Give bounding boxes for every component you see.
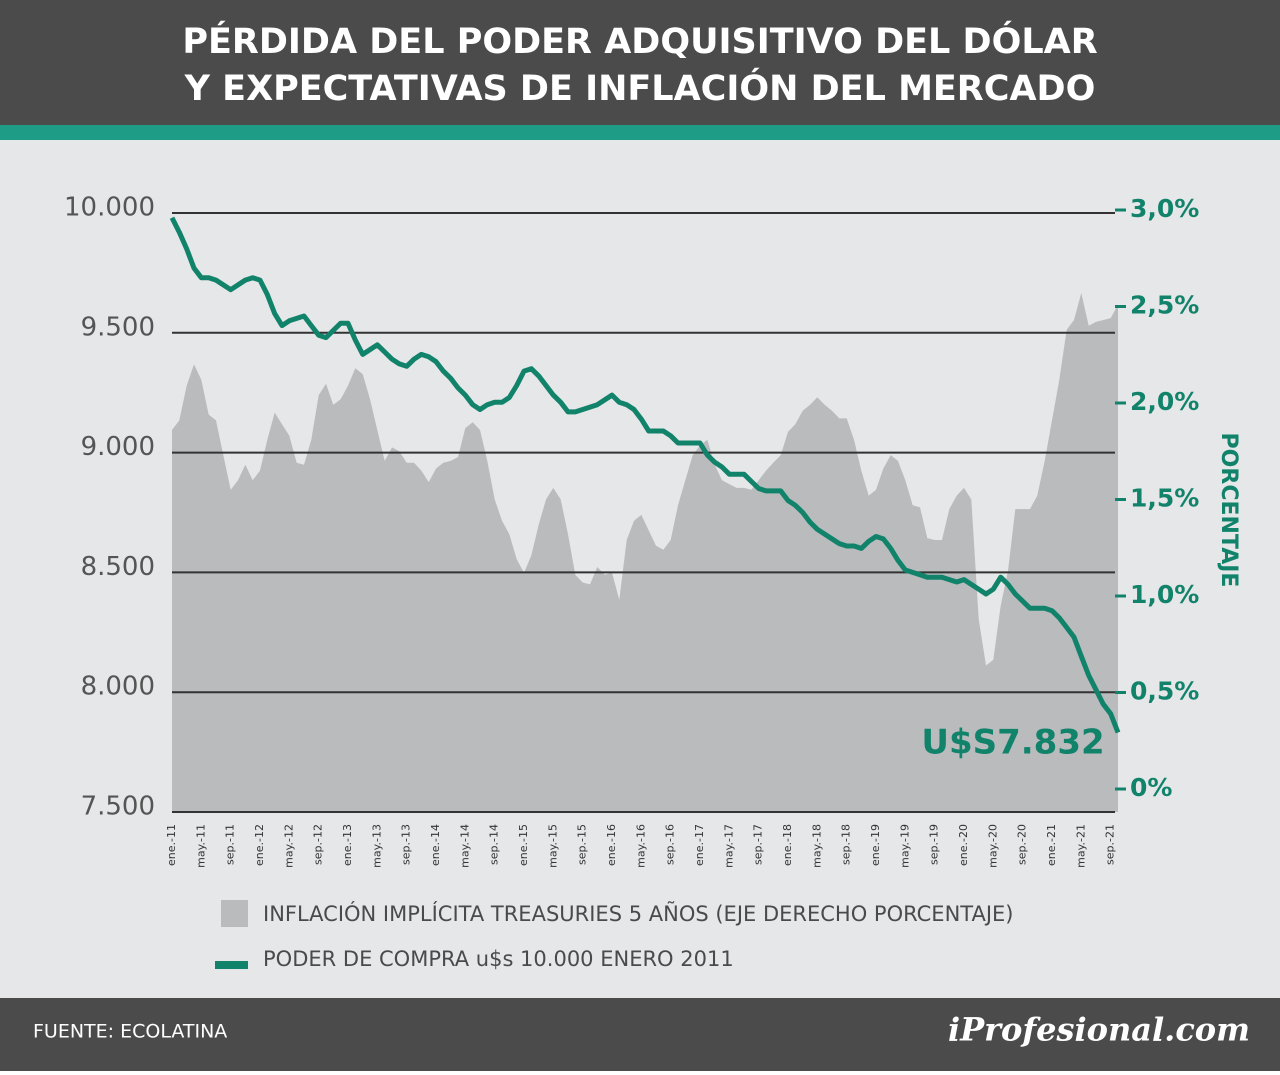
- chart-title: Y EXPECTATIVAS DE INFLACIÓN DEL MERCADO: [184, 67, 1096, 109]
- x-tick-label: ene.-13: [341, 824, 354, 866]
- x-tick-label: ene.-17: [693, 824, 706, 866]
- x-tick-label: may.-15: [546, 824, 559, 868]
- source: FUENTE: ECOLATINA: [33, 1021, 227, 1043]
- x-tick-label: sep.-11: [224, 824, 237, 865]
- x-tick-label: sep.-13: [400, 824, 413, 865]
- footer-bar: [0, 998, 1280, 1071]
- y2-tick-label: 1,0%: [1130, 580, 1199, 609]
- line: [169, 216, 1121, 734]
- x-tick-label: may.-12: [282, 824, 295, 868]
- x-tick-label: ene.-16: [605, 824, 618, 866]
- accent-strip: [0, 125, 1280, 140]
- legend-swatch: [215, 961, 248, 969]
- x-tick-label: may.-18: [810, 824, 823, 868]
- title-bar: [0, 0, 1280, 125]
- x-tick-label: may.-21: [1074, 824, 1087, 868]
- area: [172, 293, 1118, 812]
- x-tick-label: may.-20: [986, 824, 999, 868]
- x-tick-label: ene.-20: [957, 824, 970, 866]
- y-tick-label: 8.500: [81, 552, 155, 582]
- x-tick-label: ene.-11: [165, 824, 178, 866]
- x-tick-label: sep.-21: [1104, 824, 1117, 865]
- plot: 7.500 8.000 8.500 9.000 9.500 10.000 0% 0,5% 1,0…: [64, 193, 1199, 868]
- y-tick-label: 7.500: [81, 792, 155, 822]
- y2-tick-label: 0,5%: [1130, 677, 1199, 706]
- x-tick-label: may.-11: [194, 824, 207, 868]
- x-tick-label: ene.-12: [253, 824, 266, 866]
- x-tick-label: may.-13: [370, 824, 383, 868]
- x-tick-label: sep.-17: [752, 824, 765, 865]
- x-tick-label: ene.-21: [1045, 824, 1058, 866]
- y-tick-label: 10.000: [64, 193, 155, 223]
- x-tick-label: sep.-20: [1016, 824, 1029, 865]
- x-tick-label: may.-19: [898, 824, 911, 868]
- legend-label: PODER DE COMPRA u$s 10.000 ENERO 2011: [263, 947, 734, 971]
- annotation: U$S7.832: [921, 723, 1104, 763]
- y2-axis-label: PORCENTAJE: [1216, 433, 1241, 588]
- y-tick-label: 8.000: [81, 672, 155, 702]
- x-tick-label: sep.-19: [928, 824, 941, 865]
- x-tick-label: sep.-15: [576, 824, 589, 865]
- y-tick-label: 9.000: [81, 432, 155, 462]
- x-tick-label: ene.-14: [429, 824, 442, 866]
- legend-swatch: [221, 900, 248, 927]
- x-tick-label: may.-16: [634, 824, 647, 868]
- y2-tick-label: 1,5%: [1130, 484, 1199, 513]
- y-tick-label: 9.500: [81, 312, 155, 342]
- x-tick-label: ene.-15: [517, 824, 530, 866]
- legend-label: INFLACIÓN IMPLÍCITA TREASURIES 5 AÑOS (E…: [263, 900, 1014, 926]
- y2-tick-label: 3,0%: [1130, 194, 1199, 223]
- y2-tick-label: 2,5%: [1130, 291, 1199, 320]
- chart-title: PÉRDIDA DEL PODER ADQUISITIVO DEL DÓLAR: [182, 20, 1097, 62]
- brand-logo: iProfesional.com: [948, 1011, 1250, 1049]
- x-tick-label: may.-17: [722, 824, 735, 868]
- x-tick-label: sep.-14: [488, 824, 501, 865]
- y2-tick-label: 0%: [1130, 773, 1172, 802]
- y2-tick-label: 2,0%: [1130, 387, 1199, 416]
- x-tick-label: may.-14: [458, 824, 471, 868]
- x-tick-label: ene.-18: [781, 824, 794, 866]
- x-tick-label: sep.-16: [664, 824, 677, 865]
- x-tick-label: ene.-19: [869, 824, 882, 866]
- x-tick-label: sep.-18: [840, 824, 853, 865]
- x-tick-label: sep.-12: [312, 824, 325, 865]
